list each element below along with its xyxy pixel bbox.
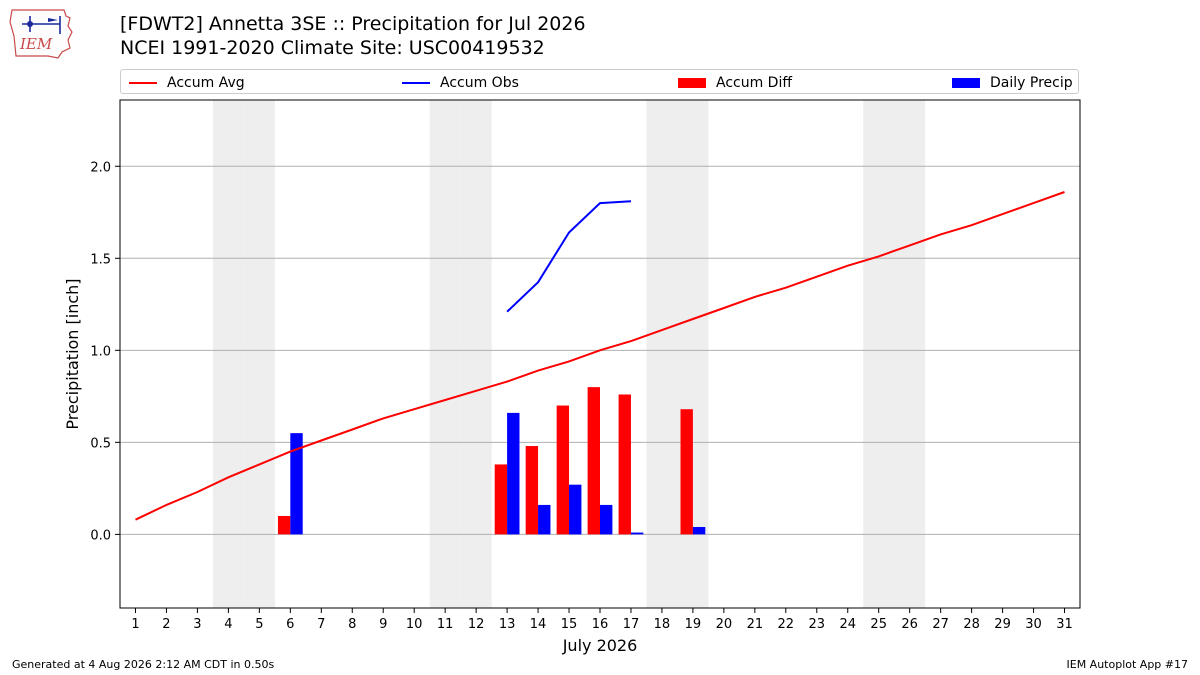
x-tick-label: 13: [499, 617, 516, 632]
bar-daily-precip-19: [692, 527, 706, 535]
weekend-band-26: [894, 100, 926, 608]
bar-daily-precip-6: [290, 433, 303, 535]
weekend-band-18: [646, 100, 678, 608]
x-tick-label: 30: [1025, 617, 1042, 632]
legend-item-accum-avg: Accum Avg: [129, 70, 245, 95]
y-tick-label: 1.0: [90, 344, 111, 359]
x-tick-label: 6: [286, 617, 294, 632]
legend-swatch-accum-obs: [402, 81, 430, 84]
legend-item-accum-obs: Accum Obs: [402, 70, 519, 95]
axes: 0.00.51.01.52.01 2 3 4 5 6 7 8 9 10 11 12 13 14 15 16 17…: [90, 160, 1072, 632]
bar-accum-diff-16: [587, 387, 600, 535]
x-tick-label: 21: [747, 617, 764, 632]
y-tick-label: 0.5: [90, 436, 111, 451]
legend-swatch-daily-precip: [952, 77, 980, 88]
weekend-band-4: [212, 100, 244, 608]
legend-label-accum-diff: Accum Diff: [716, 74, 793, 91]
x-tick-label: 16: [592, 617, 609, 632]
x-tick-label: 25: [870, 617, 887, 632]
x-tick-label: 26: [901, 617, 918, 632]
y-tick-label: 2.0: [90, 160, 111, 175]
x-tick-label: 28: [963, 617, 980, 632]
x-tick-label: 9: [379, 617, 387, 632]
bar-daily-precip-16: [600, 504, 613, 535]
legend-swatch-accum-avg: [129, 81, 157, 84]
x-tick-label: 15: [561, 617, 578, 632]
chart-title: [FDWT2] Annetta 3SE :: Precipitation for…: [120, 13, 586, 35]
bar-daily-precip-13: [507, 412, 520, 535]
x-axis-label: July 2026: [562, 636, 638, 655]
x-tick-label: 10: [406, 617, 423, 632]
x-tick-label: 14: [530, 617, 547, 632]
bar-accum-diff-19: [680, 409, 693, 535]
bar-daily-precip-17: [630, 532, 644, 535]
x-tick-label: 12: [468, 617, 485, 632]
line-series: [135, 191, 1065, 521]
bar-accum-diff-6: [277, 515, 291, 535]
x-tick-label: 24: [839, 617, 856, 632]
x-tick-label: 22: [778, 617, 795, 632]
line-accum-obs: [506, 200, 632, 313]
x-tick-label: 18: [654, 617, 671, 632]
bar-series: [277, 387, 706, 535]
bar-daily-precip-14: [538, 504, 551, 535]
weekend-band-12: [460, 100, 492, 608]
footer-app: IEM Autoplot App #17: [1066, 658, 1189, 671]
iem-logo: IEM: [9, 9, 73, 59]
x-tick-label: 2: [162, 617, 170, 632]
weekend-shading: [212, 100, 926, 608]
bar-accum-diff-14: [525, 446, 539, 535]
x-tick-label: 23: [809, 617, 826, 632]
x-tick-label: 7: [317, 617, 325, 632]
bar-daily-precip-15: [569, 484, 582, 535]
bar-accum-diff-17: [618, 394, 631, 535]
x-tick-label: 27: [932, 617, 949, 632]
x-tick-label: 31: [1056, 617, 1073, 632]
bar-accum-diff-15: [556, 405, 570, 535]
y-axis-label: Precipitation [inch]: [63, 278, 82, 429]
legend-item-daily-precip: Daily Precip: [952, 70, 1073, 95]
legend: Accum Avg Accum Obs Accum Diff Daily Pre…: [120, 69, 1079, 94]
y-tick-label: 1.5: [90, 252, 111, 267]
legend-swatch-accum-diff: [678, 77, 706, 88]
x-tick-label: 5: [255, 617, 263, 632]
x-tick-label: 1: [131, 617, 139, 632]
y-tick-label: 0.0: [90, 528, 111, 543]
line-accum-avg: [135, 191, 1065, 521]
legend-item-accum-diff: Accum Diff: [678, 70, 792, 95]
x-tick-label: 17: [623, 617, 640, 632]
legend-label-daily-precip: Daily Precip: [990, 74, 1073, 91]
legend-label-accum-obs: Accum Obs: [440, 74, 519, 91]
x-tick-label: 19: [685, 617, 702, 632]
x-tick-label: 20: [716, 617, 733, 632]
weekend-band-25: [863, 100, 895, 608]
footer-generated: Generated at 4 Aug 2026 2:12 AM CDT in 0…: [12, 658, 275, 671]
weekend-band-5: [243, 100, 275, 608]
legend-label-accum-avg: Accum Avg: [167, 74, 245, 91]
logo-text: IEM: [19, 35, 53, 53]
x-tick-label: 29: [994, 617, 1011, 632]
x-tick-label: 11: [437, 617, 454, 632]
chart-subtitle: NCEI 1991-2020 Climate Site: USC00419532: [120, 37, 545, 59]
weekend-band-11: [429, 100, 461, 608]
x-tick-label: 4: [224, 617, 232, 632]
x-tick-label: 8: [348, 617, 356, 632]
bar-accum-diff-13: [494, 464, 508, 535]
x-tick-label: 3: [193, 617, 201, 632]
